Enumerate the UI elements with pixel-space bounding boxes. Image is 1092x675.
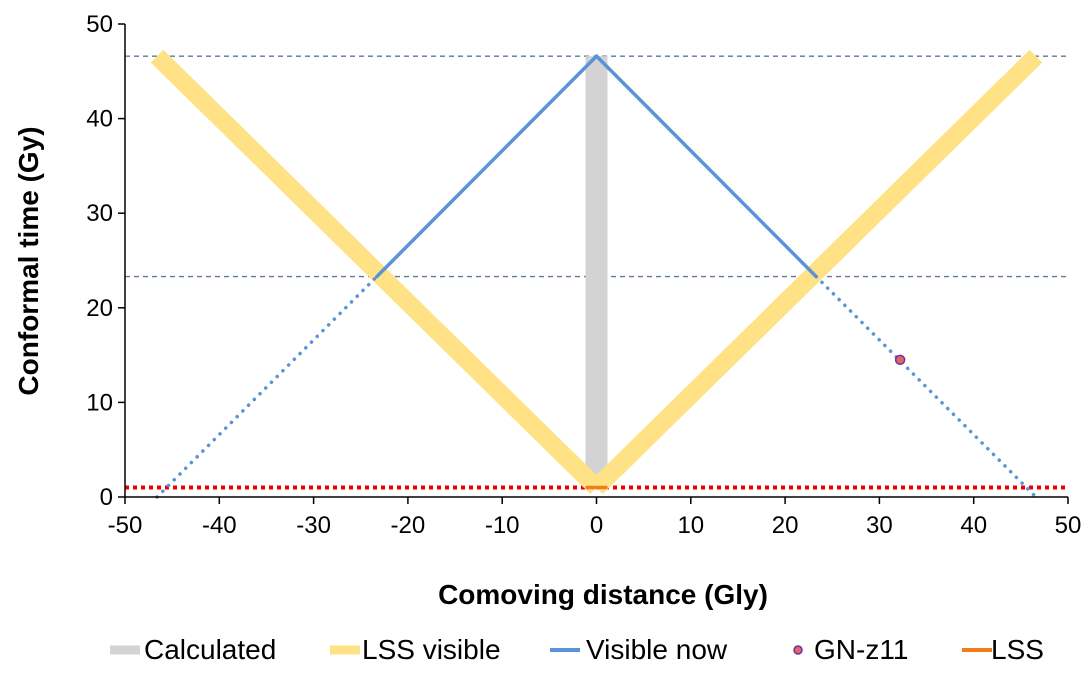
lss-visible-line-segment-0 — [150, 49, 603, 494]
x-tick-label: 10 — [677, 512, 704, 539]
y-axis-title: Conformal time (Gy) — [13, 126, 44, 395]
x-tick-label: -30 — [296, 512, 331, 539]
x-tick-label: -40 — [202, 512, 237, 539]
y-tick-label: 50 — [86, 11, 113, 38]
x-tick-label: -20 — [391, 512, 426, 539]
axes: -50 -40 -30 -20 -10 0 10 20 30 40 50 0 10 20 30 40 50 — [86, 11, 1081, 539]
x-tick-label: 0 — [590, 512, 603, 539]
legend-swatch-gn-z11 — [793, 645, 803, 655]
visible-now-line-segment-0 — [375, 54, 599, 279]
x-tick-label: 20 — [772, 512, 799, 539]
legend-label-lss: LSS — [991, 634, 1044, 665]
y-tick-label: 10 — [86, 389, 113, 416]
y-tick-label: 20 — [86, 295, 113, 322]
legend-label-calculated: Calculated — [144, 634, 276, 665]
plot-area — [125, 49, 1068, 499]
x-tick-label: 50 — [1055, 512, 1082, 539]
gn-z11-marker-0 — [894, 354, 906, 366]
legend-label-visible-now: Visible now — [586, 634, 728, 665]
y-tick-label: 30 — [86, 200, 113, 227]
visible-extension-line-segment-1 — [814, 274, 1038, 499]
x-tick-label: 40 — [960, 512, 987, 539]
y-tick-label: 40 — [86, 106, 113, 133]
y-tick-label: 0 — [100, 484, 113, 511]
lss-visible-line-segment-1 — [590, 49, 1043, 494]
x-axis-title: Comoving distance (Gly) — [438, 579, 768, 610]
x-tick-label: -50 — [108, 512, 143, 539]
x-tick-label: -10 — [485, 512, 520, 539]
x-tick-label: 30 — [866, 512, 893, 539]
legend-label-lss-visible: LSS visible — [362, 634, 501, 665]
visible-now-line-segment-1 — [594, 54, 818, 279]
legend-label-gn-z11: GN-z11 — [814, 634, 908, 665]
legend: Calculated LSS visible Visible now GN-z11 LS… — [110, 634, 1044, 665]
visible-extension-line-segment-0 — [155, 274, 379, 499]
